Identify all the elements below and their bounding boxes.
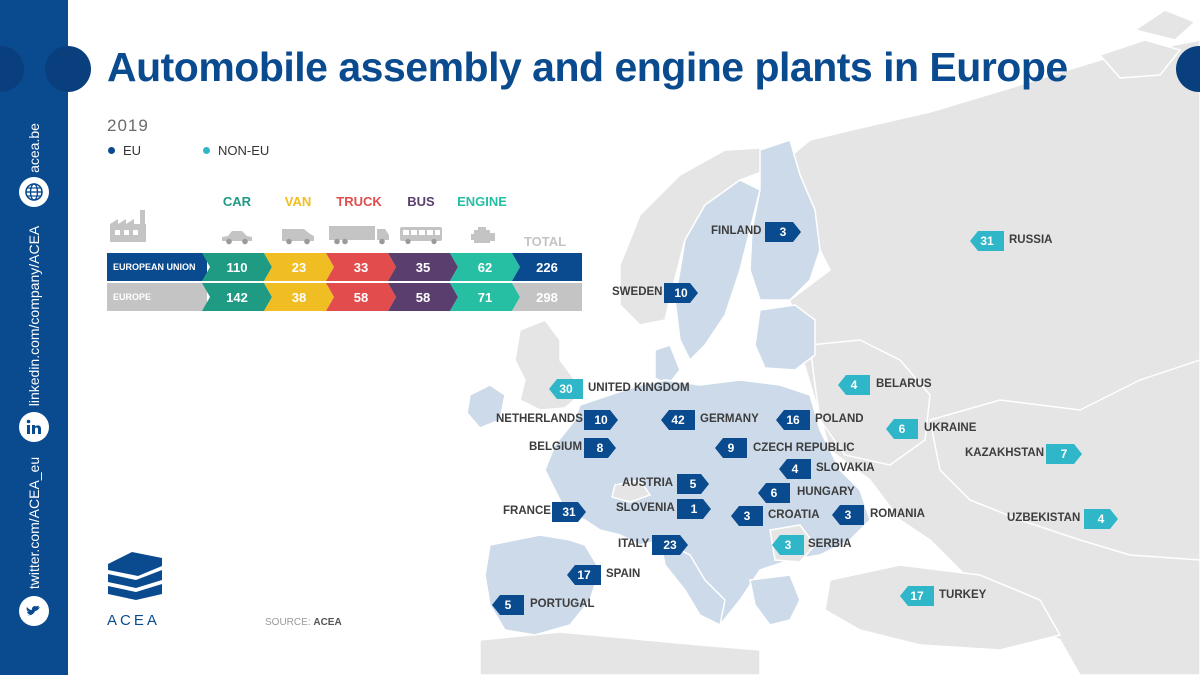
- country-value-finland: 3: [765, 222, 801, 242]
- country-value-turkey: 17: [900, 586, 934, 606]
- source-value: ACEA: [313, 617, 342, 628]
- country-value-slovenia: 1: [677, 499, 711, 519]
- country-label-kazakhstan: KAZAKHSTAN: [965, 447, 1045, 459]
- country-label-finland: FINLAND: [711, 225, 762, 237]
- country-label-croatia: CROATIA: [768, 509, 820, 521]
- country-value-sweden: 10: [664, 283, 698, 303]
- linkedin-link[interactable]: linkedin.com/company/ACEA: [26, 225, 42, 407]
- country-value-russia: 31: [970, 231, 1004, 251]
- europe-bus-value: 58: [388, 283, 458, 311]
- column-total: TOTAL: [523, 234, 567, 249]
- country-label-portugal: PORTUGAL: [530, 598, 595, 610]
- eu-bus-value: 35: [388, 253, 458, 281]
- country-label-italy: ITALY: [618, 538, 650, 550]
- country-label-russia: RUSSIA: [1009, 234, 1053, 246]
- source-note: SOURCE: ACEA: [265, 617, 342, 628]
- country-label-austria: AUSTRIA: [622, 477, 674, 489]
- country-value-netherlands: 10: [584, 410, 618, 430]
- europe-engine-value: 71: [450, 283, 520, 311]
- eu-engine-value: 62: [450, 253, 520, 281]
- legend-non-eu: NON-EU: [203, 143, 269, 158]
- country-label-sweden: SWEDEN: [612, 286, 663, 298]
- country-label-spain: SPAIN: [606, 568, 641, 580]
- legend-non-eu-dot: [203, 147, 210, 154]
- country-label-slovakia: SLOVAKIA: [816, 462, 875, 474]
- country-label-france: FRANCE: [503, 505, 551, 517]
- country-value-belarus: 4: [838, 375, 870, 395]
- legend-non-eu-label: NON-EU: [218, 143, 270, 158]
- country-label-turkey: TURKEY: [939, 589, 987, 601]
- country-value-germany: 42: [661, 410, 695, 430]
- social-sidebar: acea.be linkedin.com/company/ACEA twitte…: [0, 0, 68, 675]
- acea-logo: [108, 552, 162, 600]
- twitter-link[interactable]: twitter.com/ACEA_eu: [26, 456, 42, 590]
- legend-eu-label: EU: [123, 143, 142, 158]
- brand-name: ACEA: [107, 612, 160, 629]
- legend-eu-dot: [108, 147, 115, 154]
- country-value-spain: 17: [567, 565, 601, 585]
- country-value-belgium: 8: [584, 438, 616, 458]
- eu-truck-value: 33: [326, 253, 396, 281]
- country-value-czech-republic: 9: [715, 438, 747, 458]
- country-label-romania: ROMANIA: [870, 508, 925, 520]
- country-label-united-kingdom: UNITED KINGDOM: [588, 382, 690, 394]
- year-label: 2019: [107, 116, 149, 135]
- column-engine: ENGINE: [457, 194, 507, 209]
- row-label-european-union: EUROPEAN UNION: [107, 253, 207, 281]
- country-label-serbia: SERBIA: [808, 538, 852, 550]
- globe-icon[interactable]: [19, 177, 49, 207]
- source-label: SOURCE:: [265, 617, 311, 628]
- eu-van-value: 23: [264, 253, 334, 281]
- country-value-uzbekistan: 4: [1084, 509, 1118, 529]
- twitter-icon[interactable]: [19, 596, 49, 626]
- country-value-italy: 23: [652, 535, 688, 555]
- country-value-romania: 3: [832, 505, 864, 525]
- eu-car-value: 110: [202, 253, 272, 281]
- page-title: Automobile assembly and engine plants in…: [107, 44, 1068, 90]
- europe-car-value: 142: [202, 283, 272, 311]
- country-label-hungary: HUNGARY: [797, 486, 855, 498]
- country-value-united-kingdom: 30: [549, 379, 583, 399]
- engine-icon: [471, 227, 495, 243]
- country-value-slovakia: 4: [779, 459, 811, 479]
- country-label-belgium: BELGIUM: [529, 441, 583, 453]
- legend-eu: EU: [108, 143, 141, 158]
- country-label-belarus: BELARUS: [876, 378, 932, 390]
- bus-icon: [400, 227, 442, 245]
- column-car: CAR: [222, 194, 252, 209]
- linkedin-icon[interactable]: [19, 412, 49, 442]
- country-value-hungary: 6: [758, 483, 790, 503]
- decorative-circle-mid: [45, 46, 91, 92]
- country-value-france: 31: [552, 502, 586, 522]
- country-value-kazakhstan: 7: [1046, 444, 1082, 464]
- country-label-netherlands: NETHERLANDS: [496, 413, 583, 425]
- column-van: VAN: [284, 194, 312, 209]
- country-value-ukraine: 6: [886, 419, 918, 439]
- column-truck: TRUCK: [336, 194, 382, 209]
- europe-van-value: 38: [264, 283, 334, 311]
- country-label-poland: POLAND: [815, 413, 864, 425]
- country-value-croatia: 3: [731, 506, 763, 526]
- country-value-austria: 5: [677, 474, 709, 494]
- country-value-portugal: 5: [492, 595, 524, 615]
- truck-icon: [329, 226, 389, 245]
- country-label-ukraine: UKRAINE: [924, 422, 977, 434]
- van-icon: [282, 229, 314, 245]
- europe-truck-value: 58: [326, 283, 396, 311]
- country-value-serbia: 3: [772, 535, 804, 555]
- car-icon: [222, 231, 252, 245]
- country-value-poland: 16: [776, 410, 810, 430]
- row-label-europe: EUROPE: [107, 283, 207, 311]
- column-bus: BUS: [407, 194, 435, 209]
- eu-total-value: 226: [512, 253, 582, 281]
- europe-total-value: 298: [512, 283, 582, 311]
- country-label-germany: GERMANY: [700, 413, 759, 425]
- country-label-uzbekistan: UZBEKISTAN: [1007, 512, 1081, 524]
- country-label-czech-republic: CZECH REPUBLIC: [753, 442, 855, 454]
- factory-icon: [110, 210, 146, 242]
- country-label-slovenia: SLOVENIA: [616, 502, 675, 514]
- website-link[interactable]: acea.be: [26, 123, 42, 173]
